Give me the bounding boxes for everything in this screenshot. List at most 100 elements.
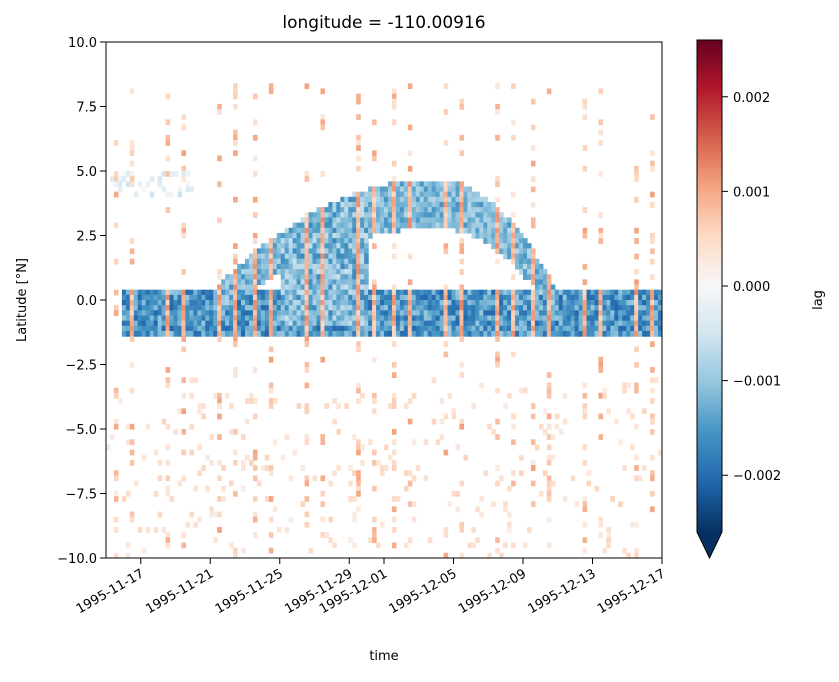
heatmap-cell <box>356 145 361 151</box>
heatmap-cell <box>221 294 226 301</box>
heatmap-cell <box>272 248 278 255</box>
heatmap-cell <box>471 207 476 213</box>
heatmap-cell <box>308 325 314 332</box>
heatmap-cell <box>348 480 353 487</box>
heatmap-cell <box>471 403 476 409</box>
heatmap-cell <box>340 294 345 301</box>
heatmap-cell <box>534 289 540 296</box>
heatmap-cell <box>344 248 349 255</box>
heatmap-cell <box>197 310 202 317</box>
heatmap-cell <box>129 176 135 182</box>
heatmap-cell <box>300 465 306 471</box>
heatmap-cell <box>209 305 214 311</box>
heatmap-cell <box>272 315 278 322</box>
heatmap-cell <box>292 238 298 244</box>
heatmap-cell <box>447 186 453 193</box>
heatmap-cell <box>407 253 413 260</box>
heatmap-cell <box>407 165 413 172</box>
heatmap-cell <box>280 248 286 255</box>
heatmap-cell <box>443 294 449 301</box>
heatmap-cell <box>197 300 202 306</box>
heatmap-cell <box>193 300 198 306</box>
heatmap-cell <box>376 289 381 296</box>
heatmap-cell <box>391 217 397 224</box>
heatmap-cell <box>229 429 234 435</box>
heatmap-cell <box>634 196 639 203</box>
heatmap-cell <box>578 330 584 337</box>
heatmap-cell <box>252 294 258 301</box>
heatmap-cell <box>503 325 508 332</box>
heatmap-cell <box>165 444 171 451</box>
heatmap-cell <box>511 320 516 327</box>
heatmap-cell <box>403 320 409 327</box>
heatmap-cell <box>380 315 385 322</box>
heatmap-cell <box>419 181 425 188</box>
heatmap-cell <box>304 325 310 332</box>
heatmap-cell <box>332 279 337 286</box>
heatmap-cell <box>475 212 480 219</box>
heatmap-cell <box>495 547 500 554</box>
colorbar-tick-label: 0.002 <box>733 91 770 106</box>
heatmap-cell <box>542 279 548 286</box>
heatmap-cell <box>443 527 449 533</box>
heatmap-cell <box>141 320 147 327</box>
heatmap-cell <box>368 315 373 322</box>
heatmap-cell <box>554 315 560 322</box>
heatmap-cell <box>352 238 357 244</box>
heatmap-cell <box>483 217 488 224</box>
heatmap-cell <box>248 289 254 296</box>
heatmap-cell <box>256 320 262 327</box>
heatmap-cell <box>479 294 484 301</box>
heatmap-cell <box>399 325 405 332</box>
heatmap-cell <box>475 201 480 208</box>
heatmap-cell <box>495 305 500 311</box>
heatmap-cell <box>658 310 662 317</box>
heatmap-cell <box>503 294 508 301</box>
heatmap-cell <box>459 150 465 157</box>
heatmap-cell <box>133 480 139 487</box>
heatmap-cell <box>129 160 135 167</box>
heatmap-cell <box>526 258 532 265</box>
heatmap-cell <box>614 320 619 327</box>
heatmap-cell <box>530 325 536 332</box>
heatmap-cell <box>368 191 373 198</box>
heatmap-cell <box>256 263 262 270</box>
heatmap-cell <box>372 294 377 301</box>
heatmap-cell <box>213 310 218 317</box>
heatmap-cell <box>487 330 492 337</box>
heatmap-cell <box>340 207 345 213</box>
heatmap-cell <box>245 300 250 306</box>
heatmap-cell <box>145 305 151 311</box>
heatmap-cell <box>169 191 175 198</box>
heatmap-cell <box>407 470 413 477</box>
heatmap-cell <box>197 289 202 296</box>
heatmap-cell <box>161 310 167 317</box>
heatmap-cell <box>276 263 282 270</box>
heatmap-cell <box>523 243 528 249</box>
heatmap-cell <box>304 212 310 219</box>
heatmap-cell <box>391 243 397 249</box>
heatmap-cell <box>423 315 429 322</box>
heatmap-cell <box>348 496 353 502</box>
heatmap-cell <box>511 83 516 90</box>
heatmap-cell <box>264 300 270 306</box>
heatmap-cell <box>177 289 183 296</box>
heatmap-cell <box>634 475 639 482</box>
heatmap-cell <box>320 232 326 239</box>
heatmap-cell <box>443 201 449 208</box>
heatmap-cell <box>348 300 353 306</box>
heatmap-cell <box>137 325 143 332</box>
heatmap-cell <box>443 140 449 146</box>
heatmap-cell <box>225 289 230 296</box>
heatmap-cell <box>654 305 659 311</box>
heatmap-cell <box>475 300 480 306</box>
heatmap-cell <box>173 325 179 332</box>
heatmap-cell <box>455 191 461 198</box>
heatmap-cell <box>435 294 441 301</box>
heatmap-cell <box>252 253 258 260</box>
heatmap-cell <box>133 294 139 301</box>
heatmap-cell <box>654 377 659 384</box>
heatmap-cell <box>578 289 584 296</box>
heatmap-cell <box>233 330 238 337</box>
heatmap-cell <box>348 248 353 255</box>
